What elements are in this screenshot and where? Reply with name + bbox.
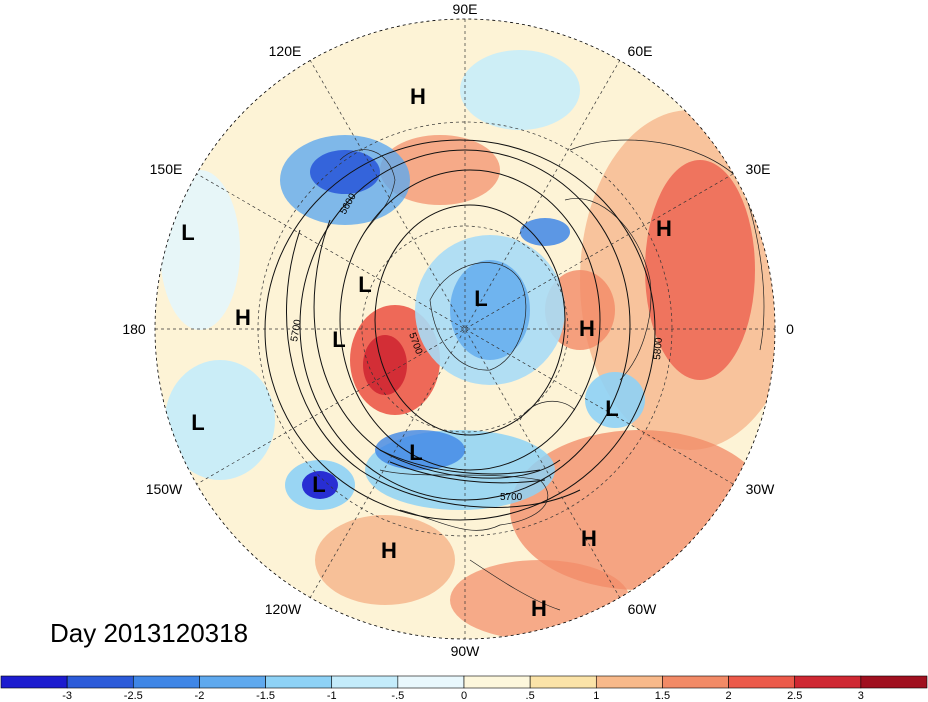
colorbar-box <box>463 675 531 689</box>
colorbar-tick-label: .5 <box>526 690 535 702</box>
lon-label-180: 180 <box>122 321 146 337</box>
colorbar-tick-label: 3 <box>858 690 864 702</box>
lon-label-120e: 120E <box>269 43 302 59</box>
high-center: H <box>381 538 397 563</box>
high-center: H <box>581 526 597 551</box>
colorbar-box <box>265 675 333 689</box>
high-center: H <box>235 305 251 330</box>
lon-label-150e: 150E <box>150 161 183 177</box>
colorbar-box <box>66 675 134 689</box>
colorbar-tick-label: -2.5 <box>124 690 143 702</box>
graticule <box>155 19 775 639</box>
low-center: L <box>474 286 487 311</box>
low-center: L <box>358 272 371 297</box>
lon-label-30e: 30E <box>746 161 771 177</box>
colorbar-box <box>595 675 663 689</box>
colorbar-box <box>794 675 862 689</box>
colorbar-tick-label: -2 <box>195 690 205 702</box>
contour-label: 5700 <box>289 318 304 342</box>
colorbar-box <box>860 675 928 689</box>
lon-label-120w: 120W <box>265 601 302 617</box>
map-boundary <box>154 18 776 640</box>
colorbar-tick-label: 2 <box>726 690 732 702</box>
colorbar-tick-label: -1 <box>327 690 337 702</box>
colorbar-box <box>331 675 399 689</box>
date-title: Day 2013120318 <box>50 618 249 648</box>
colorbar-box <box>132 675 200 689</box>
colorbar: -3 -2.5 -2 -1.5 -1 -.5 0 .5 1 1.5 2 2.5 3 <box>0 675 928 702</box>
colorbar-tick-label: 0 <box>461 690 467 702</box>
anomaly-field <box>155 19 775 639</box>
pressure-centers: H L L H L L H H L L L L H H H <box>181 84 672 621</box>
height-contours <box>264 139 656 521</box>
colorbar-box <box>529 675 597 689</box>
colorbar-tick-label: 1.5 <box>655 690 670 702</box>
colorbar-box <box>397 675 465 689</box>
high-center: H <box>410 84 426 109</box>
lon-label-60e: 60E <box>628 43 653 59</box>
low-center: L <box>191 410 204 435</box>
low-center: L <box>409 440 422 465</box>
low-center: L <box>332 327 345 352</box>
colorbar-tick-label: 1 <box>593 690 599 702</box>
high-center: H <box>656 216 672 241</box>
colorbar-tick-label: -1.5 <box>256 690 275 702</box>
colorbar-box <box>0 675 68 689</box>
high-center: H <box>579 316 595 341</box>
contour-label: 5800 <box>652 337 665 361</box>
colorbar-tick-label: -.5 <box>391 690 404 702</box>
low-center: L <box>181 220 194 245</box>
colorbar-box <box>662 675 729 689</box>
lon-label-0: 0 <box>786 321 794 337</box>
lon-label-90e: 90E <box>453 1 478 17</box>
colorbar-tick-label: -3 <box>62 690 72 702</box>
contour-label: 5700 <box>500 492 523 503</box>
lon-label-60w: 60W <box>628 601 658 617</box>
low-center: L <box>605 396 618 421</box>
high-center: H <box>531 596 547 621</box>
colorbar-box <box>728 675 796 689</box>
lon-label-90w: 90W <box>451 643 481 659</box>
longitude-labels: 90E 60E 30E 0 30W 60W 90W 120W 150W 180 … <box>122 1 794 659</box>
lon-label-30w: 30W <box>746 481 776 497</box>
lon-label-150w: 150W <box>146 481 183 497</box>
colorbar-tick-label: 2.5 <box>787 690 802 702</box>
low-center: L <box>312 472 325 497</box>
colorbar-box <box>199 675 266 689</box>
